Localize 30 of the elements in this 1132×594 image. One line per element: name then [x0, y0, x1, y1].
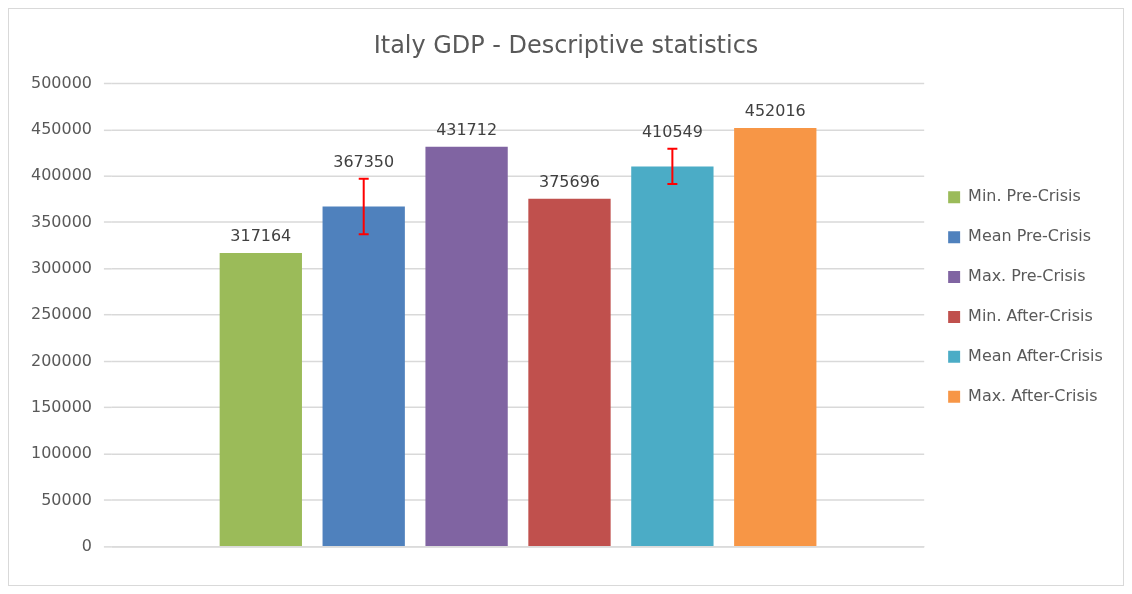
y-tick-label: 200000 [31, 350, 92, 370]
data-label: 367350 [333, 151, 395, 171]
y-tick-label: 400000 [31, 165, 92, 185]
bar [322, 206, 405, 546]
bar [631, 166, 714, 546]
data-label: 410549 [641, 122, 703, 141]
y-tick-label: 450000 [31, 119, 92, 138]
legend-label: Mean After-Crisis [968, 345, 1103, 365]
legend-label: Mean Pre-Crisis [968, 226, 1091, 246]
y-tick-label: 350000 [31, 211, 92, 231]
y-tick-label: 0 [81, 535, 92, 555]
bar [734, 127, 817, 546]
y-tick-label: 100000 [31, 443, 92, 463]
legend-label: Min. Pre-Crisis [968, 186, 1081, 206]
y-tick-label: 150000 [31, 396, 92, 416]
y-tick-label: 500000 [31, 72, 92, 92]
bar [528, 198, 611, 546]
data-label: 431712 [436, 120, 498, 139]
legend-label: Max. Pre-Crisis [968, 266, 1086, 286]
bar [219, 252, 302, 546]
bar [425, 146, 508, 546]
chart-title: Italy GDP - Descriptive statistics [373, 31, 759, 60]
data-label: 375696 [539, 171, 600, 191]
y-tick-label: 300000 [31, 257, 92, 277]
legend-label: Max. After-Crisis [968, 385, 1098, 405]
y-tick-label: 250000 [31, 304, 92, 324]
data-label: 452016 [744, 101, 806, 121]
legend-label: Min. After-Crisis [968, 306, 1093, 326]
data-label: 317164 [230, 226, 292, 246]
y-tick-label: 50000 [41, 489, 92, 509]
